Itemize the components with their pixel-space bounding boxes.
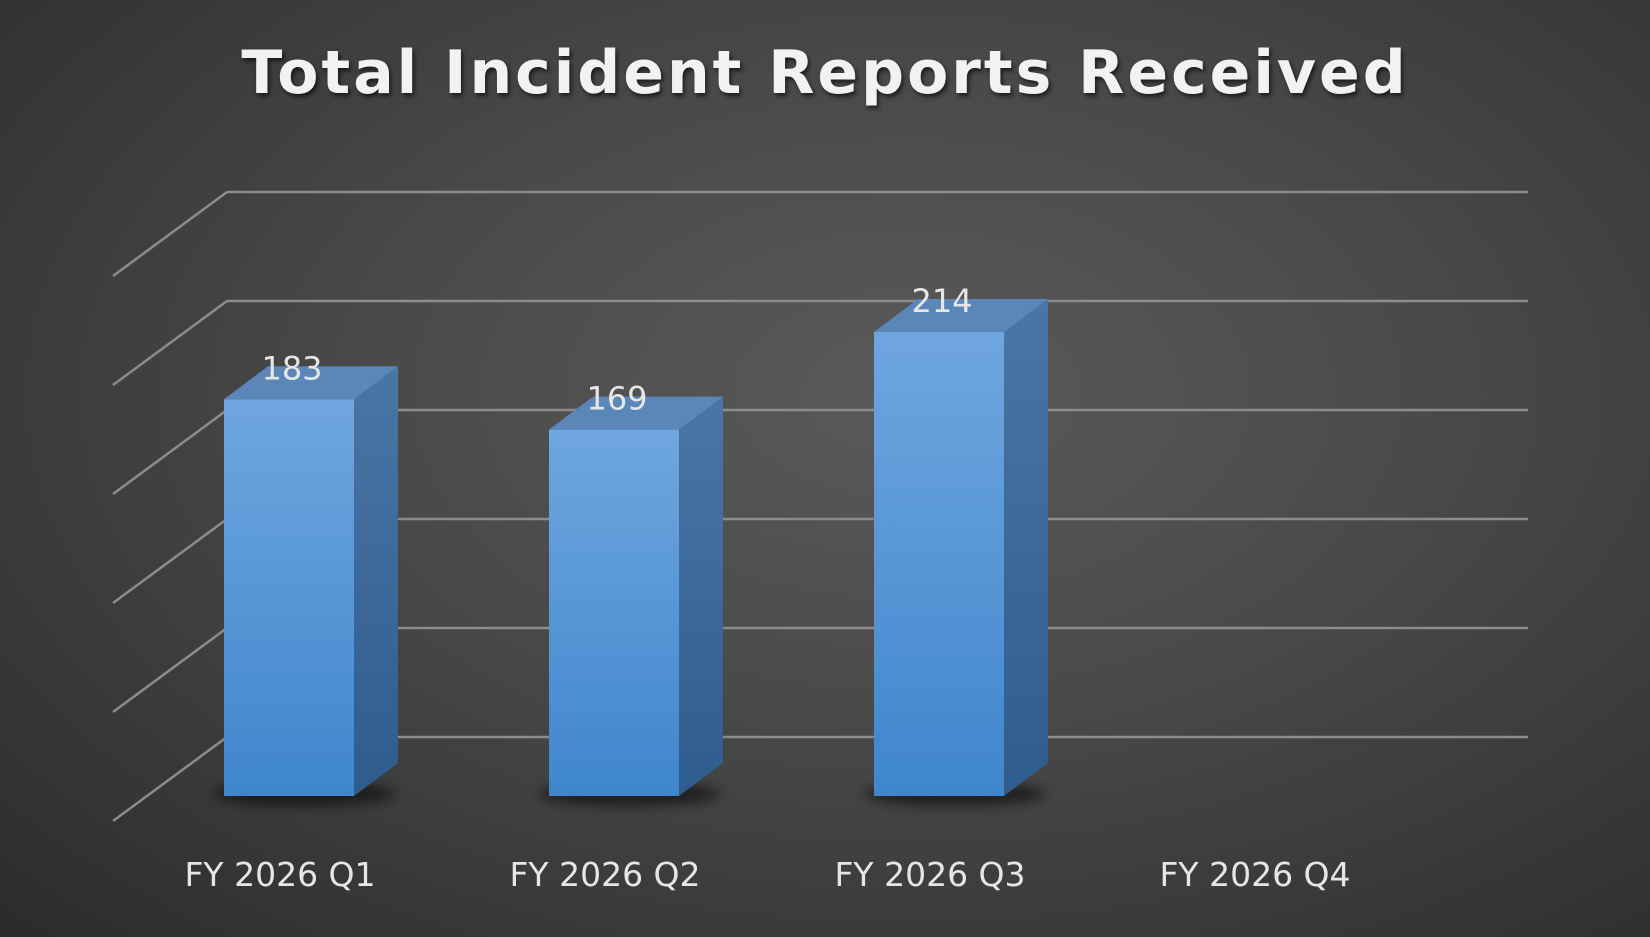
category-label: FY 2026 Q2 [509,855,700,894]
bar-top [224,366,398,400]
category-label: FY 2026 Q3 [834,855,1025,894]
bar-1 [213,366,398,806]
data-label: 183 [261,349,322,387]
gridline-depth [112,408,228,496]
bar-3 [863,299,1048,806]
category-label: FY 2026 Q4 [1159,855,1350,894]
bar-front [874,332,1004,796]
labels: 183 FY 2026 Q1 169 FY 2026 Q2 214 FY 2026 Q3 F… [184,282,1350,894]
chart-title: Total Incident Reports Received [241,38,1409,108]
gridline-depth [112,626,228,714]
data-label: 169 [586,380,647,418]
bar-front [549,429,679,796]
category-label: FY 2026 Q1 [184,855,375,894]
bar-top [874,299,1048,333]
gridline-depth [112,517,228,605]
bar-side [679,396,723,796]
bar-2 [538,396,723,806]
gridline-depth [112,299,228,387]
bar-top [549,396,723,430]
bar-side [354,366,398,796]
bar-side [1004,299,1048,796]
data-label: 214 [911,282,972,320]
gridline-depth [112,190,228,278]
bar-front [224,399,354,796]
gridline-depth [112,735,228,823]
bars [213,299,1048,806]
